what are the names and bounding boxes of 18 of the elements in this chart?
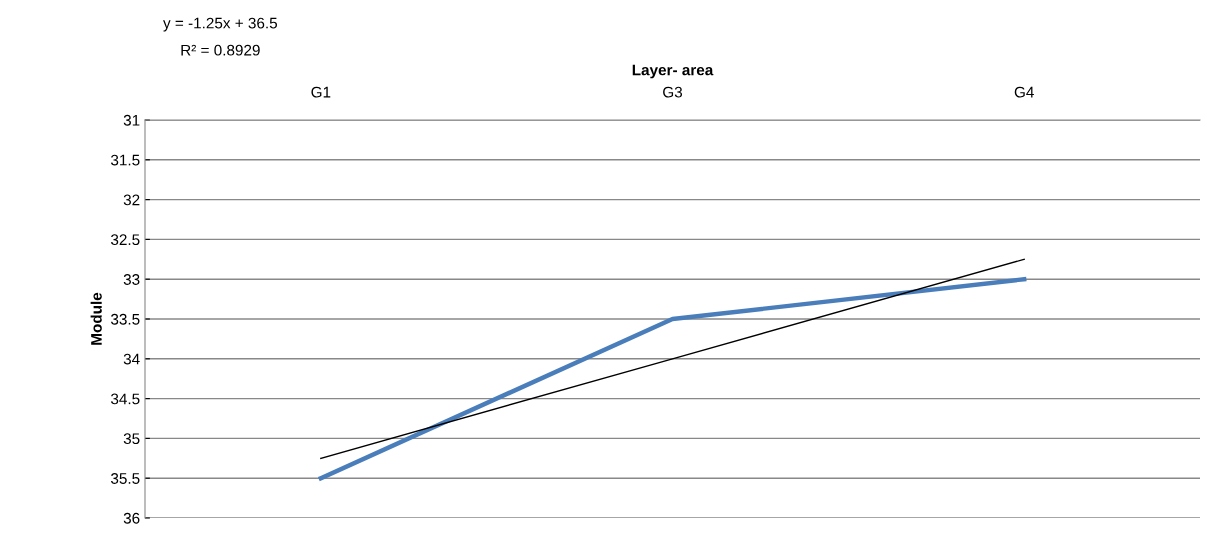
x-tick-label: G1 (311, 86, 331, 98)
x-tick-label: G3 (663, 86, 683, 98)
y-tick-label: 32 (123, 194, 140, 206)
text: y = -1.25x + 36.5 (163, 17, 278, 32)
y-tick-label: 36 (123, 512, 140, 524)
x-tick-label: G4 (1014, 86, 1034, 98)
y-tick-label: 34.5 (110, 393, 140, 405)
y-axis-title: Module (90, 292, 102, 345)
y-tick-label: 32.5 (110, 234, 140, 246)
y-tick-label: 33.5 (110, 313, 140, 325)
y-tick-label: 31 (123, 114, 140, 126)
text: R² = 0.8929 (181, 44, 260, 56)
y-tick-label: 35 (123, 433, 140, 445)
y-tick-label: 34 (123, 353, 140, 365)
y-tick-label: 35.5 (110, 473, 140, 484)
y-tick-label: 33 (123, 274, 140, 285)
y-tick-label: 31.5 (110, 154, 140, 166)
x-axis-title: Layer- area (632, 64, 714, 79)
